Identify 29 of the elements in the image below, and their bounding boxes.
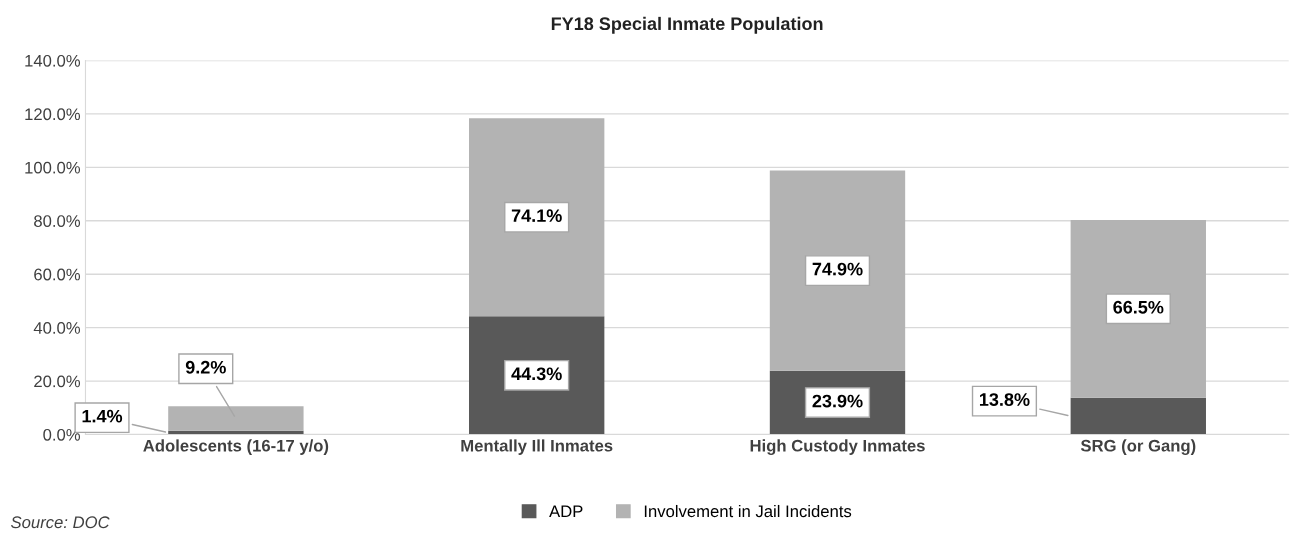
chart-title: FY18 Special Inmate Population (551, 16, 823, 34)
source-note: Source: DOC (10, 516, 110, 529)
y-tick-label: 0.0% (43, 428, 81, 441)
x-tick-label: Mentally Ill Inmates (461, 439, 613, 455)
data-label: 1.4% (82, 409, 123, 423)
y-tick-label: 60.0% (34, 268, 81, 281)
bar (1070, 397, 1206, 435)
data-label: 9.2% (185, 360, 226, 374)
data-label: 66.5% (1113, 300, 1164, 314)
x-tick-label: Adolescents (16-17 y/o) (143, 439, 329, 455)
y-tick-label: 80.0% (34, 215, 81, 227)
x-tick-label: High Custody Inmates (750, 439, 925, 455)
y-tick-label: 20.0% (34, 375, 81, 388)
data-label: 23.9% (812, 394, 863, 408)
x-tick-label: SRG (or Gang) (1080, 439, 1196, 455)
bar (769, 170, 906, 371)
bar (469, 118, 605, 317)
y-tick-label: 140.0% (25, 54, 81, 67)
legend-label: ADP (549, 505, 583, 518)
data-label: 74.1% (511, 209, 562, 222)
y-tick-label: 100.0% (25, 161, 81, 174)
bar (168, 406, 304, 431)
y-tick-label: 40.0% (33, 322, 81, 334)
data-label: 44.3% (511, 367, 562, 381)
data-label: 13.8% (979, 393, 1030, 406)
data-label: 74.9% (812, 262, 863, 276)
y-tick-label: 120.0% (25, 108, 81, 121)
legend-label: Involvement in Jail Incidents (644, 504, 852, 518)
bar (1070, 219, 1206, 398)
